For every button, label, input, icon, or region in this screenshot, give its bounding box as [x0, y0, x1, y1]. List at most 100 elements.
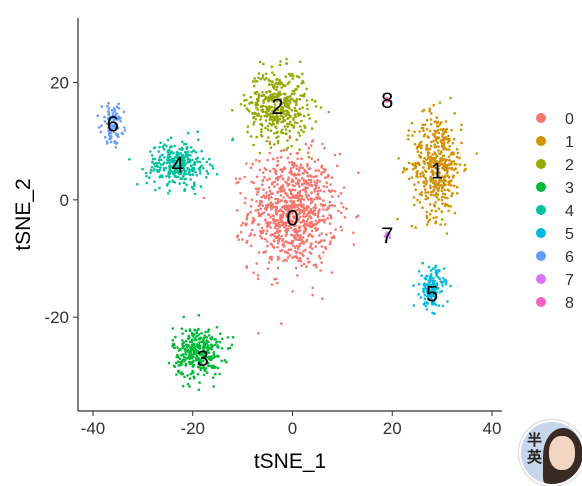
- point-cluster-0: [276, 231, 280, 234]
- point-cluster-0: [308, 246, 312, 249]
- point-cluster-2: [271, 85, 275, 89]
- point-cluster-5: [438, 277, 442, 281]
- point-cluster-0: [292, 180, 295, 183]
- point-cluster-0: [297, 178, 300, 182]
- point-cluster-4: [169, 146, 172, 149]
- point-cluster-1: [429, 122, 433, 126]
- point-cluster-0: [251, 216, 255, 220]
- point-cluster-0: [270, 243, 274, 247]
- point-cluster-5: [428, 289, 431, 292]
- point-cluster-2: [273, 115, 276, 119]
- point-cluster-0: [272, 167, 275, 171]
- point-cluster-2: [285, 97, 289, 101]
- point-cluster-3: [193, 328, 196, 332]
- point-cluster-0: [285, 228, 288, 232]
- point-cluster-0: [306, 162, 309, 166]
- point-cluster-6: [115, 112, 118, 115]
- point-cluster-2: [249, 95, 253, 99]
- point-cluster-2: [290, 92, 294, 96]
- point-cluster-1: [447, 180, 450, 184]
- point-cluster-0: [261, 230, 265, 234]
- point-cluster-3: [181, 339, 184, 342]
- point-cluster-0: [276, 160, 280, 163]
- point-cluster-0: [297, 259, 300, 263]
- point-cluster-0: [286, 256, 290, 259]
- point-cluster-0: [309, 252, 313, 255]
- point-cluster-4: [208, 163, 212, 166]
- point-cluster-5: [425, 274, 429, 278]
- point-cluster-2: [300, 128, 303, 132]
- point-cluster-2: [276, 139, 280, 143]
- point-cluster-0: [270, 192, 274, 195]
- point-cluster-0: [296, 191, 300, 195]
- point-cluster-6: [105, 122, 109, 125]
- point-cluster-1: [431, 173, 435, 177]
- point-cluster-1: [410, 224, 414, 228]
- point-cluster-1: [422, 108, 426, 112]
- point-cluster-4: [162, 147, 166, 151]
- point-cluster-1: [424, 191, 427, 194]
- point-cluster-0: [274, 222, 277, 226]
- point-cluster-0: [316, 178, 319, 182]
- point-cluster-0: [275, 164, 279, 168]
- point-cluster-0: [288, 254, 292, 257]
- point-cluster-2: [297, 75, 301, 79]
- point-cluster-3: [197, 333, 201, 336]
- point-cluster-3: [195, 329, 199, 332]
- point-cluster-4: [198, 169, 202, 172]
- point-cluster-0: [282, 148, 286, 152]
- point-cluster-1: [438, 123, 442, 126]
- point-cluster-0: [313, 212, 317, 216]
- point-cluster-3: [176, 346, 179, 349]
- point-cluster-1: [428, 162, 432, 165]
- point-cluster-2: [254, 106, 258, 109]
- point-cluster-4: [168, 189, 171, 192]
- point-cluster-3: [210, 338, 213, 341]
- point-cluster-2: [305, 87, 308, 91]
- point-cluster-4: [163, 143, 166, 146]
- point-cluster-5: [431, 267, 435, 271]
- point-cluster-0: [282, 210, 285, 214]
- point-cluster-4: [200, 149, 203, 153]
- point-cluster-1: [453, 211, 457, 215]
- point-cluster-4: [183, 142, 186, 146]
- point-cluster-0: [330, 176, 334, 179]
- point-cluster-4: [158, 146, 161, 149]
- point-cluster-4: [186, 157, 190, 161]
- point-cluster-1: [420, 191, 423, 194]
- point-cluster-4: [189, 154, 192, 157]
- point-cluster-1: [434, 192, 438, 195]
- point-cluster-1: [447, 189, 451, 192]
- point-cluster-2: [259, 118, 262, 121]
- point-cluster-0: [267, 193, 271, 197]
- point-cluster-0: [243, 201, 247, 205]
- point-cluster-1: [419, 172, 422, 176]
- point-cluster-4: [210, 164, 214, 168]
- point-cluster-2: [269, 94, 272, 97]
- point-cluster-1: [439, 223, 442, 226]
- point-cluster-0: [310, 191, 313, 195]
- point-cluster-5: [435, 274, 438, 278]
- point-cluster-0: [299, 221, 302, 224]
- point-cluster-4: [171, 166, 174, 169]
- point-cluster-0: [318, 180, 322, 183]
- point-cluster-2: [264, 119, 268, 122]
- point-cluster-2: [260, 128, 263, 131]
- point-cluster-2: [285, 62, 289, 65]
- point-cluster-2: [297, 131, 301, 134]
- point-cluster-2: [287, 104, 291, 107]
- point-cluster-4: [195, 174, 199, 177]
- point-cluster-4: [197, 138, 200, 141]
- point-cluster-1: [441, 132, 444, 136]
- point-cluster-0: [332, 236, 336, 239]
- point-cluster-1: [425, 210, 429, 214]
- point-cluster-4: [145, 181, 149, 185]
- point-cluster-3: [202, 337, 205, 340]
- point-cluster-1: [418, 192, 422, 196]
- point-cluster-2: [292, 99, 296, 102]
- point-cluster-1: [421, 206, 424, 209]
- avatar[interactable]: 半 英: [519, 420, 582, 486]
- point-cluster-0: [296, 238, 300, 242]
- point-cluster-2: [298, 125, 302, 128]
